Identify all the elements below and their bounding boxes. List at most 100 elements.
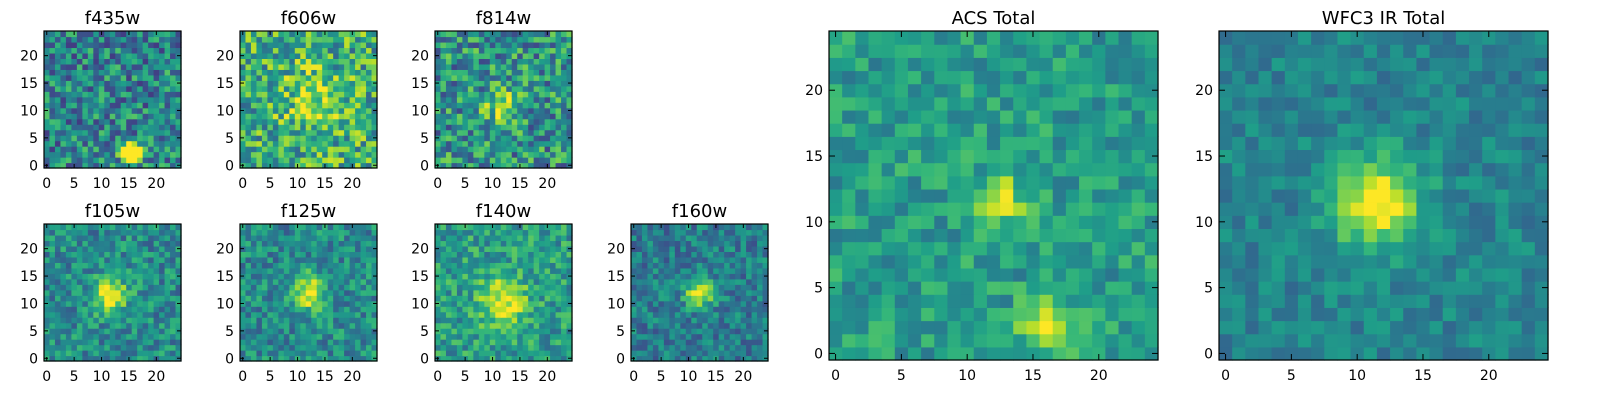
pixel-f105w <box>54 262 62 269</box>
pixel-f435w <box>148 47 155 54</box>
pixel-acs-total <box>881 202 896 216</box>
pixel-f140w <box>451 234 458 242</box>
pixel-f435w <box>131 129 138 136</box>
pixel-f814w <box>555 157 562 164</box>
pixel-f814w <box>478 36 485 43</box>
pixel-f606w <box>371 124 378 131</box>
pixel-f125w <box>256 333 263 340</box>
pixel-f606w <box>322 107 329 114</box>
pixel-f105w <box>148 234 155 242</box>
pixel-f140w <box>522 267 529 274</box>
pixel-f606w <box>294 124 301 131</box>
pixel-f140w <box>506 344 513 351</box>
pixel-f814w <box>539 157 546 164</box>
pixel-f125w <box>338 339 345 346</box>
pixel-f435w <box>76 107 83 114</box>
pixel-f140w <box>555 333 562 340</box>
pixel-f814w <box>462 91 469 98</box>
pixel-acs-total <box>1013 307 1027 322</box>
pixel-f125w <box>344 295 351 302</box>
pixel-f125w <box>283 339 290 346</box>
pixel-f105w <box>104 328 111 335</box>
pixel-f435w <box>60 41 67 49</box>
pixel-f105w <box>82 306 89 313</box>
pixel-f105w <box>148 295 155 302</box>
pixel-f606w <box>300 113 307 120</box>
pixel-f140w <box>440 339 447 346</box>
pixel-f606w <box>267 47 274 54</box>
pixel-f814w <box>456 47 463 54</box>
pixel-f125w <box>261 273 268 280</box>
pixel-f105w <box>87 278 94 285</box>
pixel-f160w <box>680 328 687 335</box>
pixel-f105w <box>109 229 116 236</box>
pixel-f125w <box>278 256 285 263</box>
pixel-f125w <box>283 317 290 324</box>
pixel-f105w <box>159 256 166 263</box>
pixel-f814w <box>456 31 463 38</box>
y-tick-label: 0 <box>29 351 38 367</box>
pixel-f125w <box>349 284 356 291</box>
pixel-f606w <box>338 91 345 98</box>
pixel-f160w <box>757 245 764 252</box>
pixel-f435w <box>44 58 51 65</box>
y-tick-label: 15 <box>20 76 38 92</box>
pixel-acs-total <box>1144 241 1159 256</box>
pixel-f814w <box>467 118 474 125</box>
pixel-f160w <box>751 322 758 329</box>
pixel-f140w <box>484 262 491 269</box>
pixel-f814w <box>517 157 524 164</box>
y-tick-label: 0 <box>225 158 234 174</box>
pixel-f160w <box>740 328 747 335</box>
x-tick-label: 20 <box>147 176 165 192</box>
pixel-f160w <box>674 245 681 252</box>
pixel-f435w <box>148 63 155 70</box>
pixel-f435w <box>104 52 111 59</box>
pixel-f435w <box>164 69 171 76</box>
pixel-f140w <box>533 328 540 335</box>
pixel-f105w <box>54 344 62 351</box>
pixel-f814w <box>517 63 524 70</box>
y-tick-label: 5 <box>225 131 234 147</box>
pixel-f435w <box>87 113 94 120</box>
pixel-f606w <box>316 80 323 87</box>
pixel-f140w <box>555 355 562 362</box>
pixel-f105w <box>87 224 94 231</box>
pixel-f814w <box>511 157 518 164</box>
pixel-f125w <box>294 284 301 291</box>
pixel-f105w <box>76 262 83 269</box>
pixel-f125w <box>283 300 290 307</box>
pixel-f105w <box>71 267 78 274</box>
pixel-f160w <box>746 311 753 318</box>
pixel-f140w <box>522 311 529 318</box>
y-tick-label: 5 <box>225 324 234 340</box>
pixel-f814w <box>489 80 496 87</box>
pixel-acs-total <box>868 307 883 322</box>
pixel-f814w <box>484 85 491 92</box>
pixel-f105w <box>44 278 51 285</box>
pixel-f105w <box>159 317 166 324</box>
pixel-f814w <box>506 36 513 43</box>
pixel-f606w <box>289 129 296 136</box>
pixel-f140w <box>528 262 535 269</box>
pixel-f160w <box>724 278 731 285</box>
pixel-f435w <box>126 113 133 120</box>
pixel-f435w <box>65 96 72 103</box>
pixel-f606w <box>333 113 340 120</box>
pixel-f814w <box>456 85 463 92</box>
pixel-f160w <box>702 328 709 335</box>
pixel-f105w <box>60 355 67 362</box>
pixel-f160w <box>658 328 665 335</box>
pixel-f105w <box>153 339 160 346</box>
pixel-f105w <box>120 273 127 280</box>
pixel-f160w <box>751 234 758 242</box>
pixel-f606w <box>278 52 285 59</box>
pixel-f435w <box>54 74 62 81</box>
pixel-f606w <box>289 157 296 164</box>
pixel-f606w <box>278 58 285 65</box>
pixel-f105w <box>148 278 155 285</box>
pixel-f160w <box>669 229 676 236</box>
pixel-f435w <box>153 41 160 49</box>
pixel-f140w <box>533 289 540 296</box>
pixel-f814w <box>566 63 573 70</box>
